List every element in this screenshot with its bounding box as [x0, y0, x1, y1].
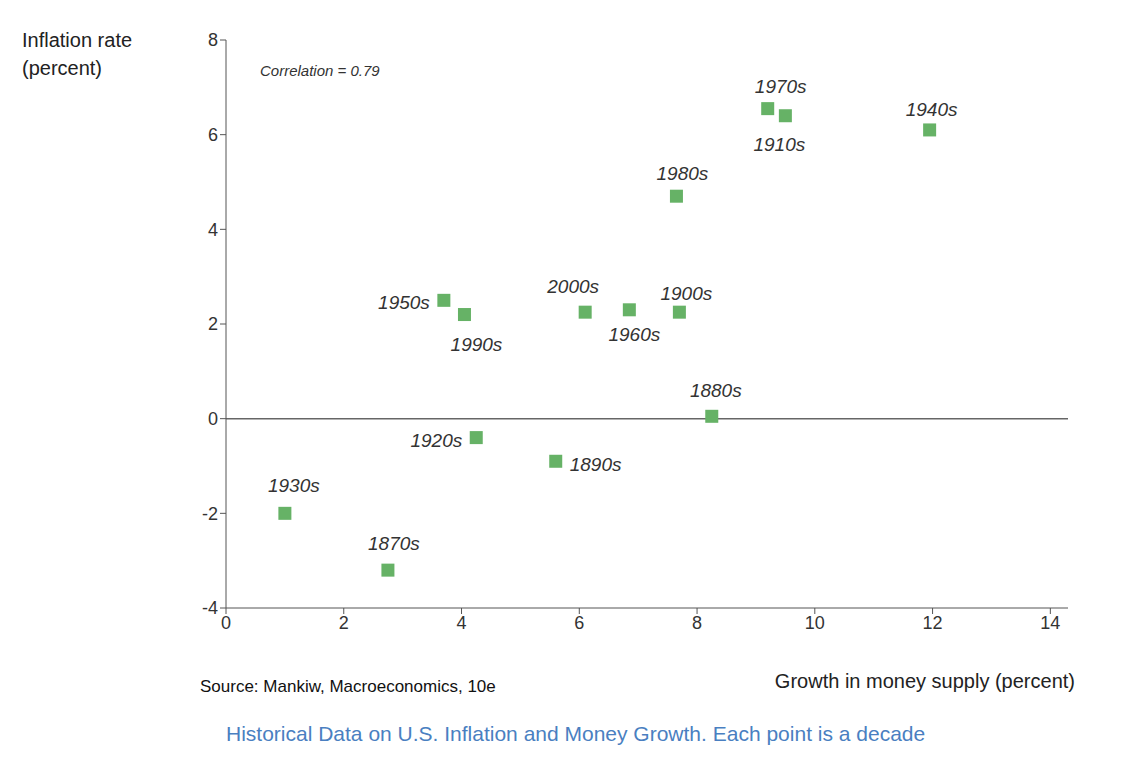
svg-text:4: 4: [208, 220, 218, 240]
html-text:Growth in money supply (percen: Growth in money supply (percent): [774, 670, 1075, 692]
svg-text:1960s: 1960s: [608, 324, 660, 345]
svg-text:6: 6: [574, 613, 584, 633]
svg-text:1920s: 1920s: [410, 430, 462, 451]
svg-text:1910s: 1910s: [753, 134, 805, 155]
svg-text:1880s: 1880s: [690, 380, 742, 401]
svg-text:1870s: 1870s: [368, 533, 420, 554]
svg-text:1970s: 1970s: [755, 76, 807, 97]
svg-text:4: 4: [457, 613, 467, 633]
svg-text:8: 8: [692, 613, 702, 633]
svg-text:8: 8: [208, 30, 218, 50]
svg-text:1890s: 1890s: [570, 454, 622, 475]
svg-text:1900s: 1900s: [660, 283, 712, 304]
svg-text:2: 2: [208, 314, 218, 334]
svg-text:1930s: 1930s: [268, 475, 320, 496]
svg-text:12: 12: [923, 613, 943, 633]
svg-text:2: 2: [339, 613, 349, 633]
svg-text:2000s: 2000s: [546, 276, 599, 297]
html-text:Correlation = 0.79: Correlation = 0.79: [260, 62, 380, 79]
svg-text:0: 0: [208, 409, 218, 429]
svg-text:1950s: 1950s: [378, 292, 430, 313]
html-text:Historical Data on U.S. Inflat: Historical Data on U.S. Inflation and Mo…: [226, 722, 926, 745]
html-text:Source: Mankiw, Macroeconomics: Source: Mankiw, Macroeconomics, 10e: [200, 677, 496, 696]
svg-text:0: 0: [221, 613, 231, 633]
svg-text:1940s: 1940s: [906, 99, 958, 120]
svg-text:-2: -2: [202, 504, 218, 524]
svg-text:-4: -4: [202, 598, 218, 618]
svg-text:6: 6: [208, 125, 218, 145]
svg-text:1980s: 1980s: [657, 163, 709, 184]
html-text:Inflation rate: Inflation rate: [22, 29, 133, 51]
svg-text:10: 10: [805, 613, 825, 633]
svg-text:1990s: 1990s: [451, 334, 503, 355]
svg-text:14: 14: [1040, 613, 1060, 633]
html-text:(percent): (percent): [22, 57, 102, 79]
